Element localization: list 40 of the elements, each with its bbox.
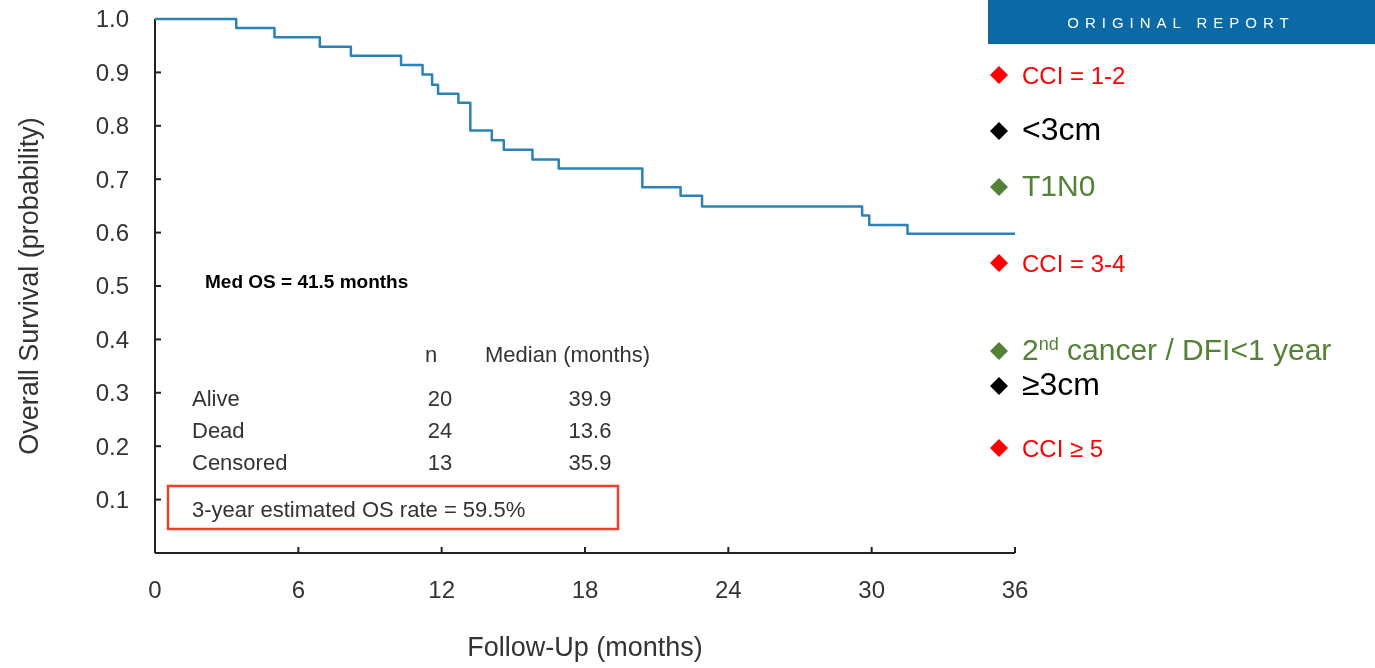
text: 2$^{nd}$ cancer / DFI<1 year [1022, 333, 1332, 366]
annotation: n [425, 342, 438, 367]
y-tick-label: 0.3 [95, 379, 129, 407]
annotation: 35.9 [568, 450, 612, 475]
x-tick-label: 30 [858, 576, 886, 603]
annotation: 3-year estimated OS rate = 59.5% [192, 497, 526, 522]
x-tick-label: 18 [571, 576, 599, 603]
y-tick-label: 0.1 [95, 486, 129, 513]
y-tick-label: 0.7 [95, 165, 129, 193]
annotation: 20 [427, 386, 453, 411]
x-axis-title: Follow-Up (months) [467, 632, 703, 662]
x-tick-label: 6 [291, 576, 306, 603]
text: T1N0 [1022, 169, 1096, 202]
x-tick-label: 24 [714, 576, 742, 603]
x-tick-label: 36 [1001, 576, 1029, 603]
text: ORIGINAL REPORT [1067, 14, 1295, 31]
text: CCI = 3-4 [1022, 250, 1126, 277]
annotation: Dead [192, 418, 245, 443]
x-tick-label: 12 [428, 576, 456, 603]
y-tick-label: 0.6 [95, 219, 129, 246]
annotation: 13 [427, 450, 453, 475]
text: <3cm [1022, 111, 1102, 147]
annotation: Med OS = 41.5 months [205, 271, 409, 292]
annotation: 39.9 [568, 386, 612, 411]
y-tick-label: 0.4 [95, 325, 129, 353]
y-tick-label: 0.8 [95, 112, 129, 140]
text: CCI ≥ 5 [1022, 435, 1104, 462]
text: CCI = 1-2 [1022, 62, 1126, 89]
y-axis-title: Overall Survival (probability) [14, 117, 44, 455]
y-tick-label: 0.9 [95, 58, 129, 86]
text: ≥3cm [1022, 366, 1101, 402]
annotation: Censored [192, 450, 288, 475]
y-tick-label: 1.0 [95, 5, 129, 33]
y-tick-label: 0.5 [95, 272, 129, 300]
x-tick-label: 0 [148, 576, 162, 603]
annotation: Alive [192, 386, 240, 411]
annotation: 13.6 [568, 418, 612, 443]
annotation: Median (months) [485, 342, 651, 367]
annotation: 24 [427, 418, 453, 443]
y-tick-label: 0.2 [95, 432, 129, 460]
